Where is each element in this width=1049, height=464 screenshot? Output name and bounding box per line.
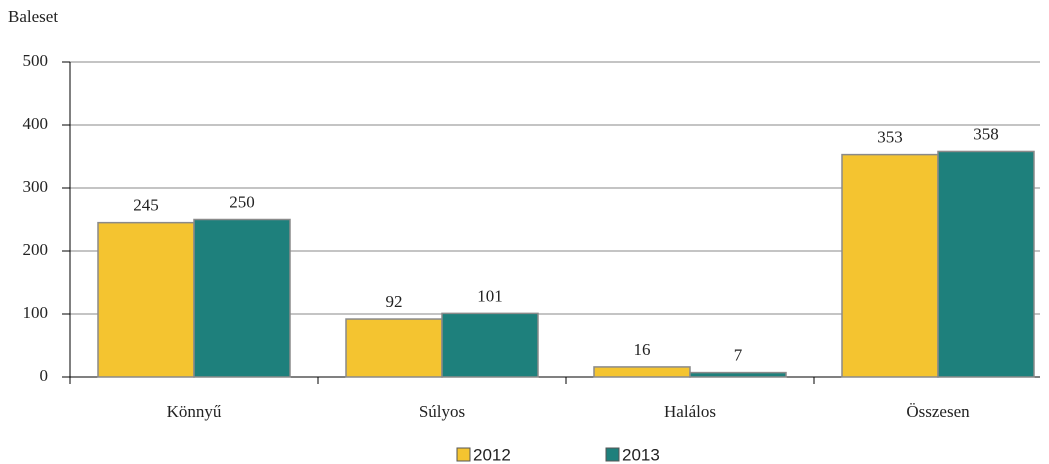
legend-swatch bbox=[605, 447, 620, 462]
value-label: 250 bbox=[229, 192, 255, 211]
x-tick-label: Összesen bbox=[906, 402, 970, 421]
value-label: 101 bbox=[477, 286, 503, 305]
y-tick-label: 400 bbox=[23, 114, 49, 133]
value-label: 16 bbox=[634, 340, 651, 359]
legend-label: 2013 bbox=[622, 445, 660, 464]
value-label: 7 bbox=[734, 345, 743, 364]
value-label: 358 bbox=[973, 124, 999, 143]
bar bbox=[937, 150, 1035, 378]
x-tick-label: Súlyos bbox=[419, 402, 465, 421]
bar bbox=[593, 366, 691, 378]
bar bbox=[345, 318, 443, 378]
y-axis-label: Baleset bbox=[8, 7, 58, 26]
y-tick-label: 500 bbox=[23, 51, 49, 70]
y-tick-label: 100 bbox=[23, 303, 49, 322]
bar bbox=[193, 218, 291, 378]
bar bbox=[97, 221, 195, 378]
bar bbox=[841, 153, 939, 378]
x-tick-label: Könnyű bbox=[167, 402, 222, 421]
value-label: 245 bbox=[133, 196, 159, 215]
x-tick-label: Halálos bbox=[664, 402, 716, 421]
bar bbox=[441, 312, 539, 378]
value-label: 353 bbox=[877, 128, 903, 147]
y-tick-label: 300 bbox=[23, 177, 49, 196]
value-label: 92 bbox=[386, 292, 403, 311]
y-tick-label: 200 bbox=[23, 240, 49, 259]
legend-swatch bbox=[456, 447, 471, 462]
y-tick-label: 0 bbox=[40, 366, 49, 385]
bar bbox=[689, 371, 787, 378]
legend-label: 2012 bbox=[473, 445, 511, 464]
